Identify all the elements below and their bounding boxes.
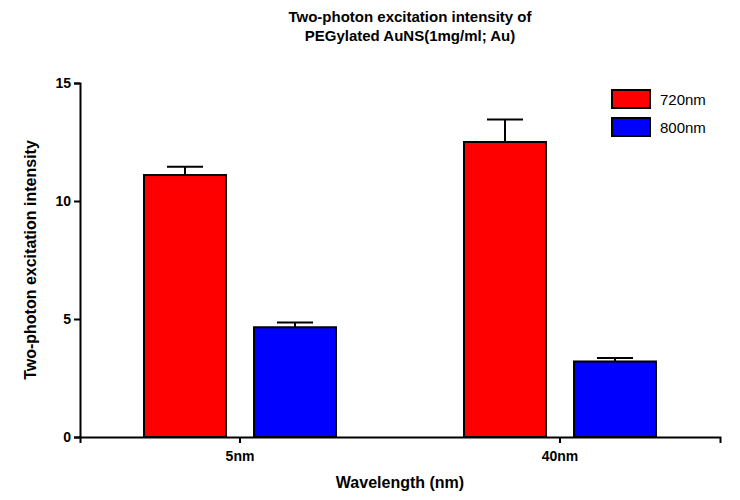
- legend-swatch: [612, 90, 650, 108]
- tick-label: 0: [63, 429, 71, 445]
- tick-mark: [74, 319, 80, 321]
- bar: [254, 327, 336, 437]
- bar: [574, 361, 656, 437]
- bar: [144, 175, 226, 437]
- plot: 0 5 10 15 5nm 40nm: [55, 75, 720, 464]
- tick: 5: [63, 311, 80, 327]
- x-axis: 5nm 40nm: [81, 437, 721, 464]
- bar-series: [254, 323, 656, 437]
- legend-label: 720nm: [660, 91, 706, 108]
- axis-line: [74, 84, 81, 438]
- bar: [464, 142, 546, 437]
- legend-item: 720nm: [612, 90, 706, 108]
- error-bar: [167, 167, 203, 175]
- tick: 0: [63, 429, 80, 445]
- legend-item: 800nm: [612, 118, 706, 136]
- tick-mark: [559, 437, 561, 443]
- axis-line: [81, 438, 721, 444]
- tick-mark: [74, 83, 80, 85]
- error-bar-cap: [597, 357, 633, 359]
- tick-label: 10: [55, 193, 71, 209]
- legend: 720nm 800nm: [612, 90, 706, 136]
- error-bar: [487, 120, 523, 142]
- tick-mark: [239, 437, 241, 443]
- y-axis: 0 5 10 15: [55, 75, 80, 445]
- title-line: Two-photon excitation intensity of: [288, 8, 532, 25]
- tick: 40nm: [542, 437, 579, 464]
- title: Two-photon excitation intensity of PEGyla…: [288, 8, 532, 44]
- error-bar-cap: [277, 322, 313, 324]
- chart: 0 5 10 15 5nm 40nm Two-photon excitation inten…: [0, 0, 740, 500]
- error-bar-stem: [504, 120, 506, 142]
- title-line: PEGylated AuNS(1mg/ml; Au): [305, 27, 516, 44]
- tick-mark: [74, 437, 80, 439]
- tick-label: 15: [55, 75, 71, 91]
- x-axis-title: Wavelength (nm): [336, 474, 464, 491]
- tick-mark: [74, 201, 80, 203]
- y-axis-title: Two-photon excitation intensity: [22, 140, 39, 380]
- marks: [144, 120, 656, 437]
- tick: 5nm: [226, 437, 255, 464]
- legend-label: 800nm: [660, 119, 706, 136]
- tick: 15: [55, 75, 80, 91]
- error-bar-cap: [167, 166, 203, 168]
- error-bar-stem: [184, 167, 186, 175]
- tick-label: 5nm: [226, 448, 255, 464]
- error-bar-cap: [487, 119, 523, 121]
- tick-label: 40nm: [542, 448, 579, 464]
- tick: 10: [55, 193, 80, 209]
- legend-swatch: [612, 118, 650, 136]
- bar-series: [144, 120, 546, 437]
- tick-label: 5: [63, 311, 71, 327]
